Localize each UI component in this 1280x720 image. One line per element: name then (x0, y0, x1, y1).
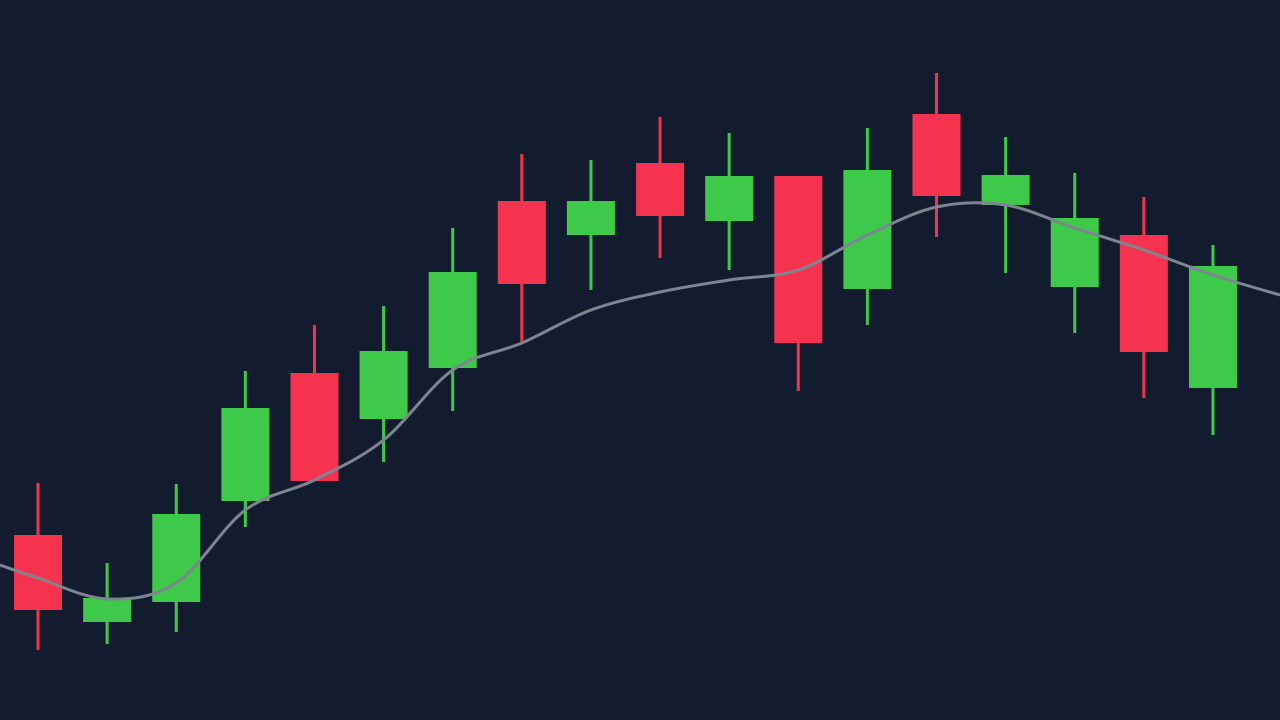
candle-body (152, 514, 201, 602)
candle-body (1119, 235, 1168, 352)
candle-body (566, 201, 615, 235)
candle-body (290, 373, 339, 481)
candle-body (428, 272, 477, 368)
candle-body (636, 163, 685, 216)
candle-body (912, 114, 961, 196)
moving-average-line (0, 201, 1280, 601)
candle-body (843, 170, 892, 289)
candle-body (83, 598, 132, 622)
candle-body (705, 176, 754, 221)
candle-body (981, 175, 1030, 205)
candle-body (221, 408, 270, 501)
candle-body (497, 201, 546, 284)
candle-body (1188, 266, 1237, 388)
candle-body (359, 351, 408, 419)
candle-body (774, 176, 823, 343)
